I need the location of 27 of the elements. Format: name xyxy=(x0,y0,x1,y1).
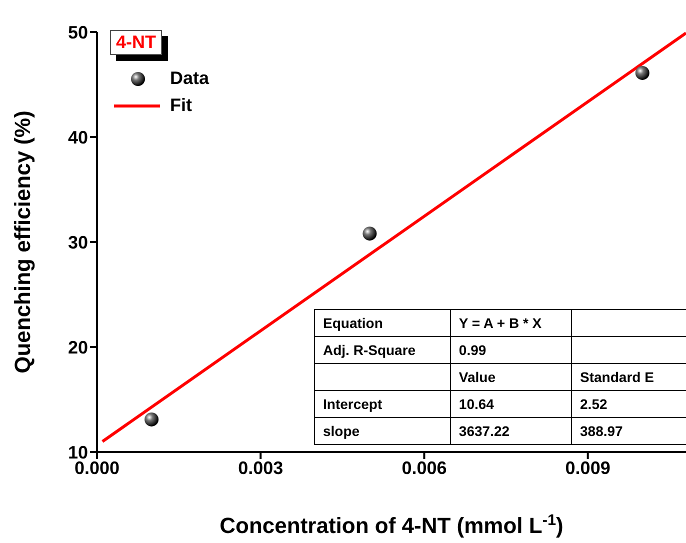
annotation: 0.99 xyxy=(450,336,572,364)
y-tick-label: 50 xyxy=(68,22,88,42)
x-tick-label: 0.003 xyxy=(238,458,284,478)
legend-label: Fit xyxy=(170,95,192,116)
legend-label: Data xyxy=(170,68,210,89)
x-tick-label: 0.009 xyxy=(565,458,610,478)
annotation: 3637.22 xyxy=(450,418,572,444)
x-axis-title: Concentration of 4-NT (mmol L$^{-1}$) xyxy=(220,512,564,538)
point xyxy=(635,66,650,80)
annotation: Adj. R-Square xyxy=(314,336,450,364)
annotation: Equation xyxy=(314,310,450,336)
legend-title: 4-NT xyxy=(116,32,156,52)
y-tick-label: 30 xyxy=(68,232,88,252)
annotation: 388.97 xyxy=(572,418,686,444)
y-axis-title: Quenching efficiency (%) xyxy=(10,110,35,374)
y-tick-label: 40 xyxy=(68,127,88,148)
annotation: Y = A + B * X xyxy=(450,310,572,336)
annotation: 2.52 xyxy=(572,390,686,418)
y-tick-label: 20 xyxy=(68,337,88,358)
annotation: 10.64 xyxy=(450,390,572,418)
annotation: Standard E xyxy=(572,364,686,390)
point xyxy=(144,412,159,426)
point xyxy=(362,226,377,241)
annotation: Value xyxy=(450,364,572,390)
annotation: slope xyxy=(314,418,450,444)
x-tick-label: 0.006 xyxy=(402,458,447,478)
annotation: Intercept xyxy=(314,390,450,418)
